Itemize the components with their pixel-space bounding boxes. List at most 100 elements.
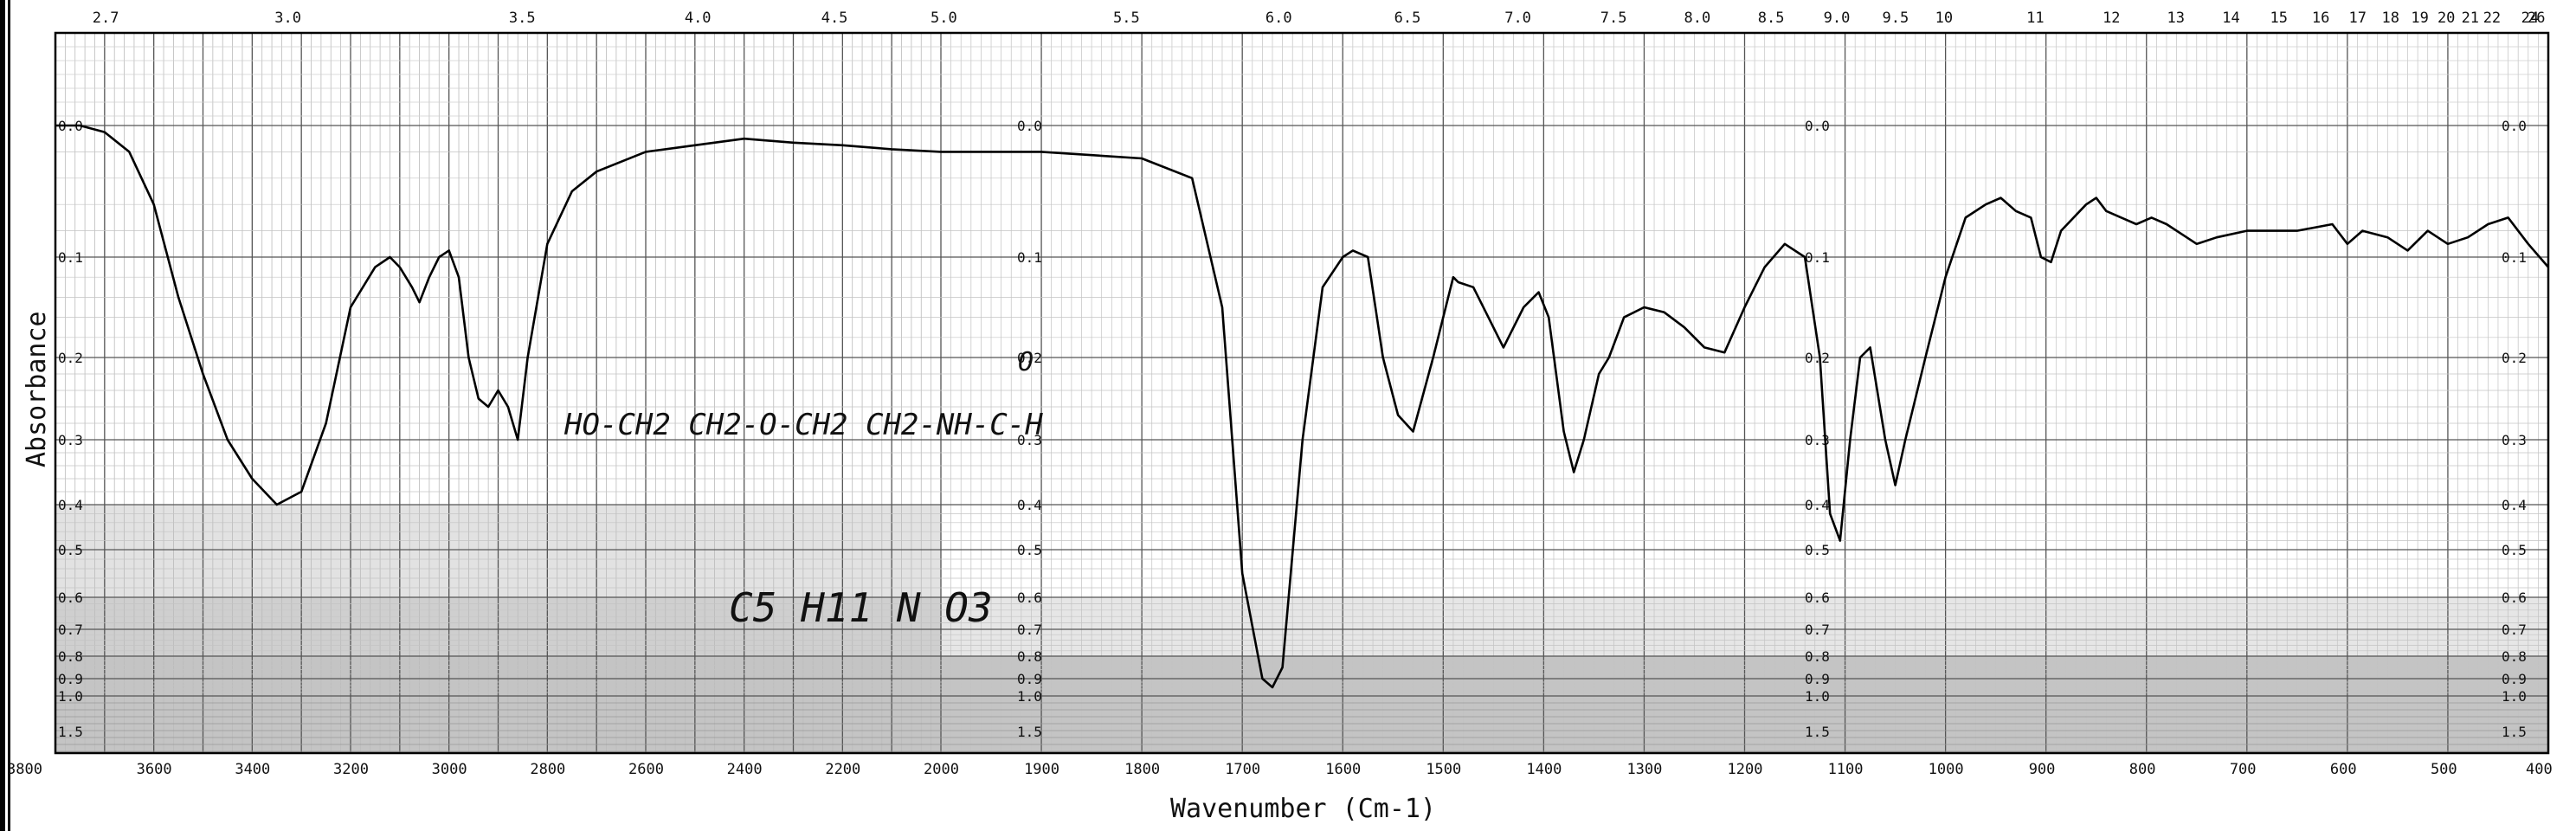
top-tick-label: 15	[2270, 10, 2288, 27]
x-tick-label: 900	[2029, 761, 2056, 778]
x-tick-label: 1400	[1526, 761, 1562, 778]
top-tick-label: 5.5	[1113, 10, 1140, 27]
y-tick-label: 0.6	[2502, 589, 2527, 606]
top-tick-label: 4.0	[685, 10, 712, 27]
y-tick-label: 0.8	[1805, 648, 1830, 665]
x-tick-label: 1600	[1325, 761, 1361, 778]
x-tick-label: 2800	[530, 761, 565, 778]
y-tick-label: 1.5	[58, 724, 83, 740]
y-tick-label: 0.9	[2502, 671, 2527, 687]
y-tick-label: 0.9	[1017, 671, 1042, 687]
top-tick-label: 4.5	[821, 10, 848, 27]
x-tick-label: 1800	[1124, 761, 1160, 778]
x-axis-label: Wavenumber (Cm-1)	[1170, 794, 1436, 824]
structure-text: HO-CH2 CH2-O-CH2 CH2-NH-C-H	[564, 408, 1043, 442]
y-tick-label: 0.2	[1805, 350, 1830, 366]
x-tick-label: 600	[2330, 761, 2357, 778]
y-tick-label: 0.9	[1805, 671, 1830, 687]
y-tick-labels: 0.0 0.0 0.0 0.00.1 0.1 0.1 0.10.2 0.2 0.2 0.20.3 0…	[58, 118, 2527, 740]
y-axis-label: Absorbance	[22, 311, 52, 467]
y-tick-label: 0.5	[1017, 542, 1042, 558]
y-tick-label: 0.5	[1805, 542, 1830, 558]
y-tick-label: 0.7	[58, 622, 83, 638]
top-tick-label: 6.5	[1394, 10, 1421, 27]
top-tick-label: 9.0	[1824, 10, 1851, 27]
y-tick-label: 0.7	[1805, 622, 1830, 638]
x-tick-label: 1000	[1929, 761, 1964, 778]
x-tick-label: 2400	[727, 761, 763, 778]
y-tick-label: 0.7	[2502, 622, 2527, 638]
top-tick-label: 8.0	[1684, 10, 1710, 27]
top-tick-label: 2.7	[93, 10, 119, 27]
y-tick-label: 0.3	[58, 432, 83, 448]
y-tick-label: 0.7	[1017, 622, 1042, 638]
top-tick-label: 24	[2521, 10, 2539, 27]
top-tick-label: 14	[2222, 10, 2239, 27]
top-tick-label: 8.5	[1758, 10, 1785, 27]
top-tick-label: 11	[2026, 10, 2044, 27]
y-tick-label: 0.1	[1805, 249, 1830, 266]
x-tick-label: 2600	[628, 761, 664, 778]
x-tick-label: 2200	[825, 761, 860, 778]
y-tick-label: 0.4	[58, 497, 83, 513]
x-tick-label: 3400	[235, 761, 270, 778]
top-tick-label: 7.0	[1504, 10, 1531, 27]
y-tick-label: 0.2	[1017, 350, 1042, 366]
x-tick-label: 800	[2129, 761, 2156, 778]
carbonyl-oxygen-label: O	[1018, 347, 1034, 377]
y-tick-label: 0.3	[2502, 432, 2527, 448]
x-tick-label: 1500	[1426, 761, 1461, 778]
y-tick-label: 1.0	[58, 688, 83, 705]
y-tick-label: 0.5	[58, 542, 83, 558]
x-tick-label: 1900	[1024, 761, 1059, 778]
y-tick-label: 0.2	[2502, 350, 2527, 366]
y-tick-label: 0.4	[1805, 497, 1830, 513]
top-tick-label: 17	[2349, 10, 2367, 27]
y-tick-label: 0.0	[1805, 118, 1830, 134]
top-tick-label: 16	[2312, 10, 2329, 27]
top-tick-label: 21	[2462, 10, 2479, 27]
y-tick-label: 0.4	[2502, 497, 2527, 513]
x-tick-label: 3000	[432, 761, 467, 778]
y-tick-label: 0.1	[58, 249, 83, 266]
left-edge-marks	[0, 0, 10, 831]
x-tick-label: 700	[2230, 761, 2257, 778]
y-tick-label: 1.0	[1805, 688, 1830, 705]
grid	[55, 32, 2549, 753]
y-tick-label: 0.0	[2502, 118, 2527, 134]
top-tick-label: 18	[2381, 10, 2399, 27]
y-tick-label: 0.2	[58, 350, 83, 366]
x-tick-label: 3600	[137, 761, 172, 778]
y-tick-label: 0.6	[1805, 589, 1830, 606]
y-tick-label: 0.1	[1017, 249, 1042, 266]
y-tick-label: 0.8	[58, 648, 83, 665]
structure-annotation: HO-CH2 CH2-O-CH2 CH2-NH-C-H O	[564, 347, 1043, 442]
top-tick-label: 26	[2528, 10, 2545, 27]
y-tick-label: 0.6	[1017, 589, 1042, 606]
top-tick-label: 10	[1935, 10, 1953, 27]
y-tick-label: 1.5	[1017, 724, 1042, 740]
top-tick-label: 5.0	[931, 10, 957, 27]
top-tick-label: 3.0	[274, 10, 301, 27]
top-tick-label: 6.0	[1265, 10, 1292, 27]
top-tick-label: 12	[2103, 10, 2120, 27]
y-tick-label: 1.0	[1017, 688, 1042, 705]
y-tick-label: 0.8	[1017, 648, 1042, 665]
x-tick-label: 400	[2526, 761, 2553, 778]
top-tick-label: 7.5	[1600, 10, 1627, 27]
y-tick-label: 0.3	[1017, 432, 1042, 448]
y-tick-label: 0.4	[1017, 497, 1042, 513]
top-tick-label: 9.5	[1883, 10, 1909, 27]
x-tick-label: 1700	[1225, 761, 1260, 778]
y-tick-label: 0.6	[58, 589, 83, 606]
y-tick-label: 0.1	[2502, 249, 2527, 266]
x-tick-label: 2000	[924, 761, 959, 778]
y-tick-label: 0.9	[58, 671, 83, 687]
x-tick-label: 3800	[7, 761, 42, 778]
y-tick-label: 0.3	[1805, 432, 1830, 448]
top-tick-labels: 2.7 3.0 3.5 4.0 4.5 5.0 5.5 6.0 6.5 7.0 7.5 8.0 8.5 9…	[93, 10, 2546, 27]
x-tick-labels: 3800 3600 3400 3200 3000 2800 2600 2400 2200 2000…	[7, 761, 2553, 778]
y-tick-label: 0.0	[1017, 118, 1042, 134]
y-tick-label: 0.5	[2502, 542, 2527, 558]
